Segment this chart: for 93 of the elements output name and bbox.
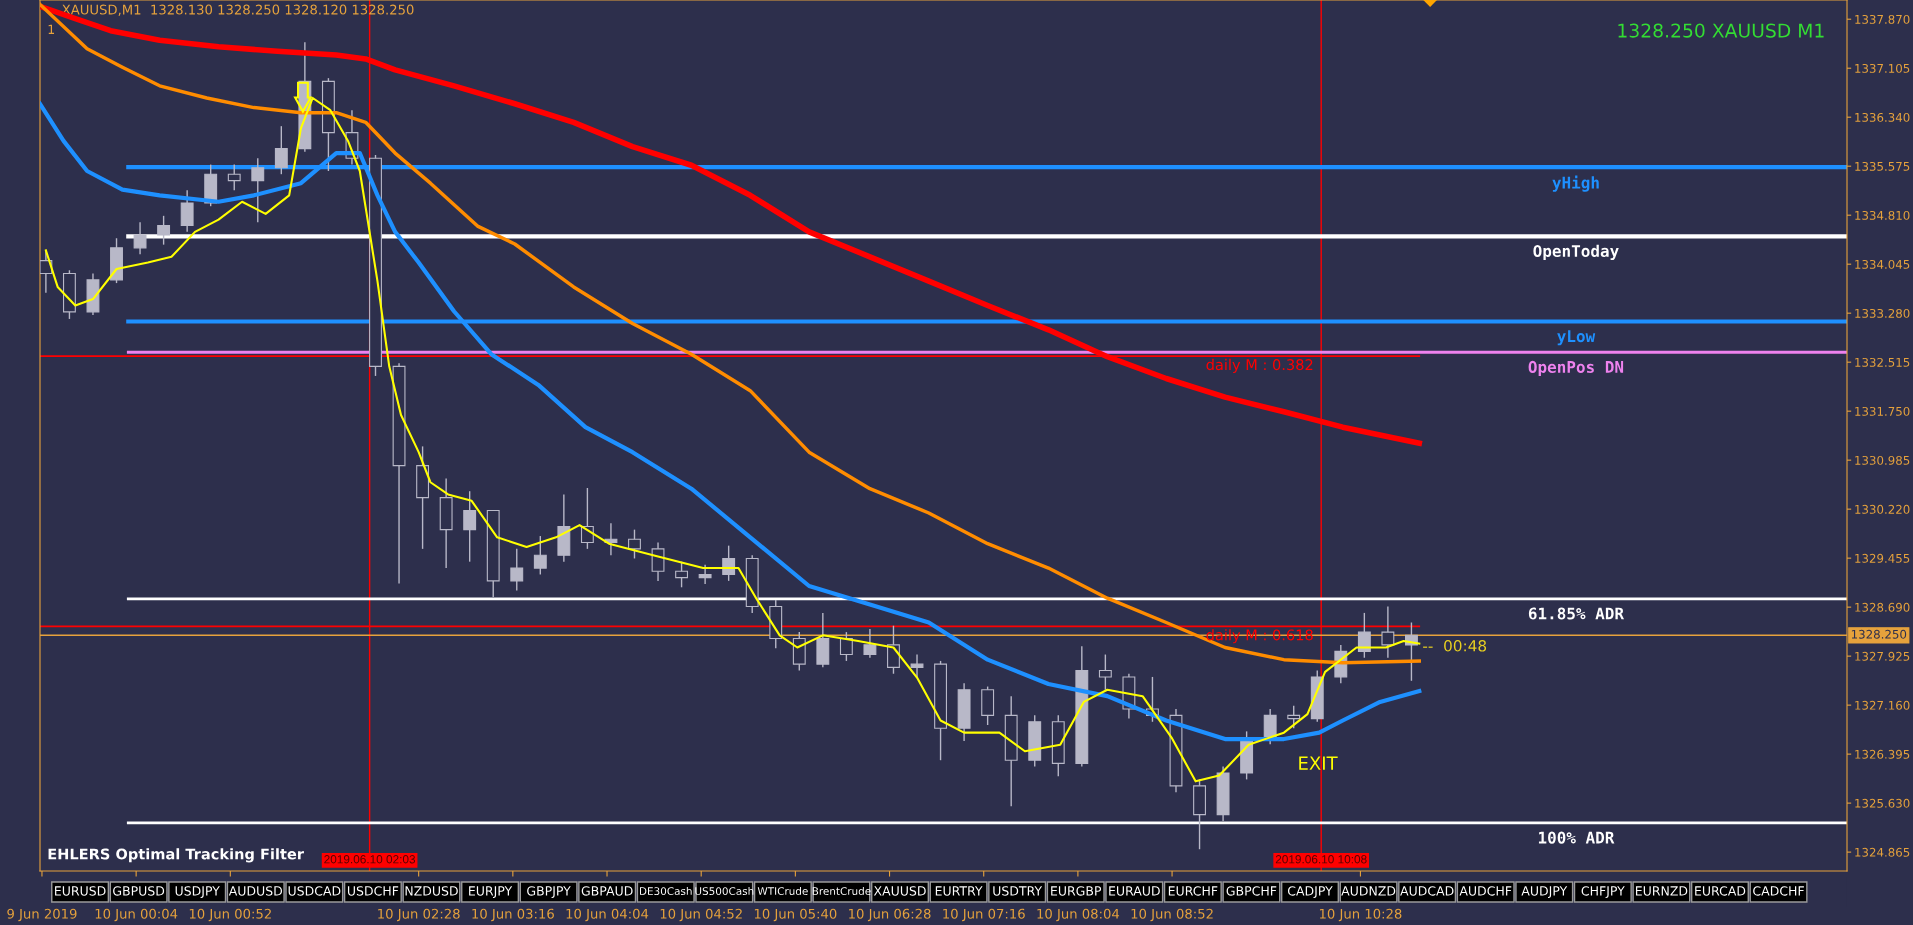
ref-line-label: 1328.250 xyxy=(1851,629,1907,639)
y-tick-label: 1336.340 xyxy=(1855,112,1910,122)
text: CHFJPY xyxy=(1581,886,1625,898)
candlestick xyxy=(1098,653,1112,691)
y-tick-label: 1337.870 xyxy=(1855,14,1910,24)
y-tick-label: 1330.220 xyxy=(1855,504,1910,514)
text: EURCAD xyxy=(1695,886,1746,896)
candlestick xyxy=(1381,605,1395,659)
text: EURCHF xyxy=(1168,886,1218,896)
x-tick-label: 10 Jun 02:28 xyxy=(378,908,460,922)
text: EURAUD xyxy=(1109,886,1160,896)
series-label: OpenToday xyxy=(1533,244,1619,261)
ref-line-label: 2019.06.10 10:08 xyxy=(1275,855,1367,864)
text: EURJPY xyxy=(469,886,513,898)
text: USDCAD xyxy=(288,886,341,896)
candlestick xyxy=(863,628,877,659)
text: AUDNZD xyxy=(1341,886,1396,896)
y-tick-label: 1325.630 xyxy=(1855,798,1910,808)
annotation: 1328.250 XAUUSD M1 xyxy=(1618,23,1824,38)
annotation: -- 00:48 xyxy=(1423,640,1487,652)
y-tick-label: 1335.575 xyxy=(1855,161,1910,171)
series-label: yHigh xyxy=(1552,175,1599,192)
text: GBPJPY xyxy=(527,886,571,898)
x-tick-label: 10 Jun 04:04 xyxy=(566,908,649,922)
y-tick-label: 1329.455 xyxy=(1855,553,1910,563)
series-label: daily M : 0.382 xyxy=(1206,358,1313,373)
text: XAUUSD xyxy=(873,886,926,896)
x-tick-label: 10 Jun 00:52 xyxy=(189,908,271,922)
text: USDTRY xyxy=(993,886,1043,896)
annotation: EHLERS Optimal Tracking Filter xyxy=(48,848,304,863)
x-tick-label: 10 Jun 06:28 xyxy=(849,908,931,922)
candlestick xyxy=(887,625,900,675)
candlestick xyxy=(251,157,265,223)
series-label: 100% ADR xyxy=(1538,831,1615,844)
x-tick-label: 10 Jun 05:40 xyxy=(754,908,837,922)
y-tick-label: 1326.395 xyxy=(1855,749,1910,759)
y-tick-label: 1334.810 xyxy=(1855,210,1910,220)
line-series xyxy=(40,2,1422,665)
text: EURUSD xyxy=(55,886,106,896)
text: AUDJPY xyxy=(1521,886,1568,898)
text: AUDUSD xyxy=(228,886,283,896)
text: GBPAUD xyxy=(581,886,633,896)
text: EURTRY xyxy=(935,886,983,896)
text: GBPCHF xyxy=(1226,886,1277,896)
text: EURNZD xyxy=(1635,886,1688,896)
text: CADCHF xyxy=(1753,886,1804,896)
text: 1 xyxy=(48,24,55,34)
candlestick xyxy=(463,490,477,563)
candlestick xyxy=(1287,705,1301,729)
x-tick-label: 10 Jun 00:04 xyxy=(95,908,178,922)
x-tick-label: 10 Jun 08:04 xyxy=(1037,908,1120,922)
candlestick xyxy=(510,548,524,592)
x-tick-label: 9 Jun 2019 xyxy=(7,908,77,922)
candlestick xyxy=(698,564,712,585)
x-tick-label: 10 Jun 10:28 xyxy=(1319,908,1402,922)
candlestick xyxy=(157,215,171,246)
x-tick-label: 10 Jun 04:52 xyxy=(660,908,742,922)
text: GBPUSD xyxy=(113,886,165,896)
y-tick-label: 1330.985 xyxy=(1855,455,1910,465)
candlestick xyxy=(1263,708,1277,745)
series-label: yLow xyxy=(1557,330,1596,346)
ref-line-label: 2019.06.10 02:03 xyxy=(324,855,416,864)
text: USDCHF xyxy=(347,886,399,896)
candlestick xyxy=(133,221,147,255)
y-tick-label: 1327.160 xyxy=(1855,700,1910,710)
y-tick-label: 1333.280 xyxy=(1855,308,1910,318)
y-tick-label: 1337.105 xyxy=(1855,63,1910,73)
y-tick-label: 1328.690 xyxy=(1855,602,1910,612)
x-tick-label: 10 Jun 08:52 xyxy=(1131,908,1213,922)
text: EURGBP xyxy=(1051,886,1102,896)
text: NZDUSD xyxy=(405,886,458,896)
y-tick-label: 1334.045 xyxy=(1855,259,1910,269)
series-label: 61.85% ADR xyxy=(1528,607,1625,620)
x-tick-label: 10 Jun 03:16 xyxy=(472,908,554,922)
candlestick xyxy=(533,535,547,576)
candlestick xyxy=(651,541,665,582)
series-label: OpenPos DN xyxy=(1528,360,1624,377)
candlestick xyxy=(910,653,924,678)
text: AUDCAD xyxy=(1400,886,1454,896)
text: AUDCHF xyxy=(1459,886,1512,896)
candlestick xyxy=(227,163,241,191)
text: CADJPY xyxy=(1287,886,1333,898)
x-tick-label: 10 Jun 07:16 xyxy=(943,908,1025,922)
y-tick-label: 1327.925 xyxy=(1855,651,1910,661)
text: DE30Cash xyxy=(639,886,692,896)
text: USDJPY xyxy=(175,886,220,898)
y-tick-label: 1324.865 xyxy=(1855,847,1910,857)
y-tick-label: 1332.515 xyxy=(1855,357,1910,367)
candlestick xyxy=(628,528,641,560)
candlestick xyxy=(180,189,194,233)
text: WTICrude xyxy=(757,886,808,896)
candlestick xyxy=(274,125,288,175)
y-tick-label: 1331.750 xyxy=(1855,406,1910,416)
